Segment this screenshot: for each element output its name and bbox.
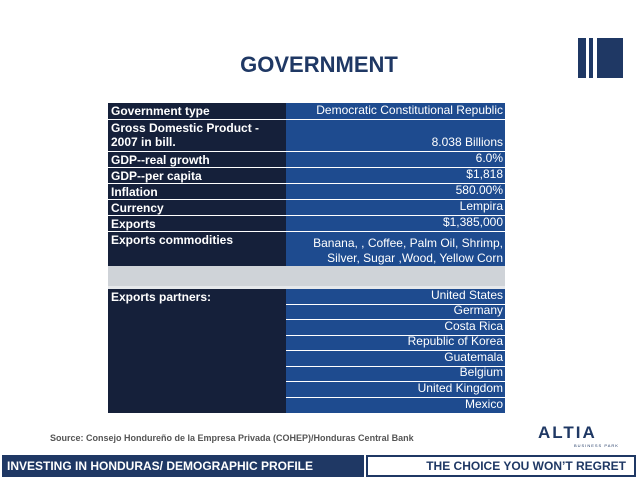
row-label: Exports	[108, 216, 286, 231]
footer-left-banner: INVESTING IN HONDURAS/ DEMOGRAPHIC PROFI…	[2, 455, 364, 477]
table-row: Exports commodities Banana, , Coffee, Pa…	[108, 232, 505, 270]
separator-band	[108, 286, 505, 289]
row-value: 580.00%	[286, 183, 505, 199]
table-row: GDP--real growth 6.0%	[108, 151, 505, 168]
decorative-bar	[578, 38, 586, 78]
row-value: 6.0%	[286, 151, 505, 167]
partner-item: Costa Rica	[286, 319, 505, 336]
table-row: Exports $1,385,000	[108, 215, 505, 232]
row-value: $1,818	[286, 167, 505, 183]
row-label: GDP--real growth	[108, 152, 286, 167]
source-note: Source: Consejo Hondureño de la Empresa …	[50, 433, 414, 443]
row-value: $1,385,000	[286, 215, 505, 231]
row-label: Exports commodities	[108, 232, 286, 269]
page-title: GOVERNMENT	[240, 52, 398, 77]
separator-band	[108, 266, 505, 286]
partner-item: United Kingdom	[286, 381, 505, 398]
table-row: Gross Domestic Product - 2007 in bill. 8…	[108, 120, 505, 152]
decorative-block	[589, 38, 623, 78]
table-row: Government type Democratic Constitutiona…	[108, 103, 505, 120]
partners-list: United States Germany Costa Rica Republi…	[286, 288, 505, 413]
partner-item: Germany	[286, 303, 505, 320]
row-label: Inflation	[108, 184, 286, 199]
government-table: Government type Democratic Constitutiona…	[108, 103, 505, 270]
altia-logo: ALTIA BUSINESS PARK	[538, 423, 628, 453]
partners-label: Exports partners:	[108, 289, 286, 413]
row-label: Government type	[108, 103, 286, 119]
row-value: Banana, , Coffee, Palm Oil, Shrimp, Silv…	[286, 232, 505, 269]
row-label: GDP--per capita	[108, 168, 286, 183]
footer-right-banner: THE CHOICE YOU WON’T REGRET	[366, 455, 636, 477]
partner-item: Mexico	[286, 397, 505, 413]
row-value: Democratic Constitutional Republic	[286, 103, 505, 119]
partners-table: Exports partners: United States Germany …	[108, 288, 505, 413]
partner-item: Guatemala	[286, 350, 505, 367]
logo-subtext: BUSINESS PARK	[574, 443, 619, 448]
partner-item: Belgium	[286, 365, 505, 382]
row-value: 8.038 Billions	[286, 120, 505, 151]
partner-item: United States	[286, 288, 505, 305]
partner-item: Republic of Korea	[286, 334, 505, 351]
footer: INVESTING IN HONDURAS/ DEMOGRAPHIC PROFI…	[0, 453, 638, 479]
table-row: GDP--per capita $1,818	[108, 167, 505, 184]
row-label: Currency	[108, 200, 286, 215]
row-label: Gross Domestic Product - 2007 in bill.	[108, 120, 286, 151]
table-row: Inflation 580.00%	[108, 183, 505, 200]
logo-text: ALTIA	[538, 423, 597, 442]
table-row: Currency Lempira	[108, 199, 505, 216]
row-value: Lempira	[286, 199, 505, 215]
